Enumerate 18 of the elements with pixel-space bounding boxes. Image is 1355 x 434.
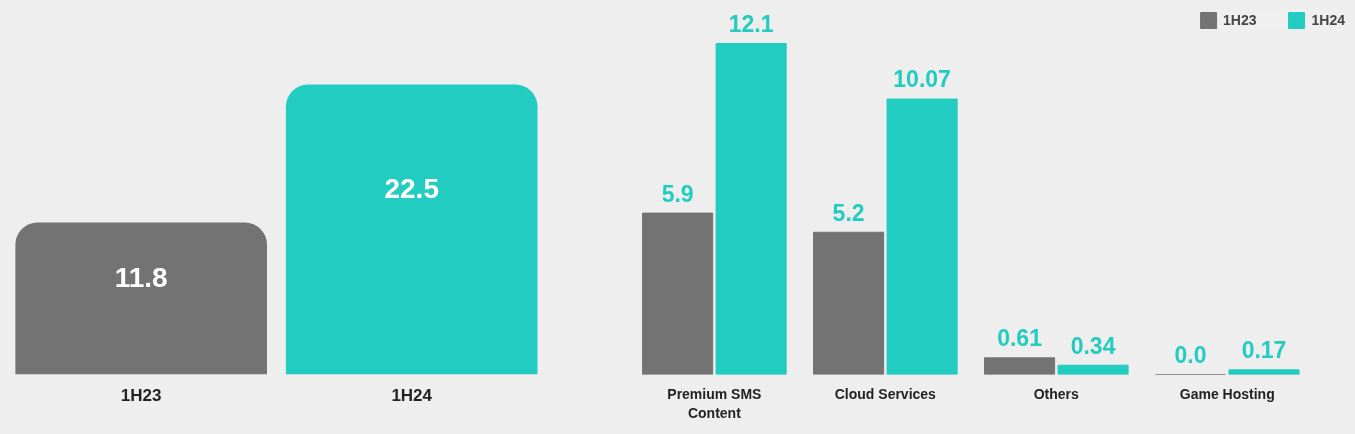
data-label: 0.34: [1070, 332, 1116, 359]
data-label: 0.61: [997, 325, 1043, 352]
data-label: 0.17: [1241, 337, 1287, 364]
data-label: 11.8: [114, 261, 168, 293]
data-label: 0.0: [1174, 341, 1207, 368]
data-label: 10.07: [893, 66, 951, 93]
x-tick-label: Cloud Services: [834, 385, 937, 402]
legend-label: 1H23: [1223, 12, 1257, 28]
x-tick-label: 1H23: [120, 385, 162, 405]
x-tick-label: Game Hosting: [1179, 385, 1275, 402]
x-tick-label: 1H24: [391, 385, 433, 405]
data-label: 5.9: [661, 180, 694, 207]
legend-label: 1H24: [1311, 12, 1345, 28]
data-label: 12.1: [728, 10, 774, 37]
data-label: 5.2: [832, 199, 865, 226]
x-tick-label: Others: [1033, 385, 1080, 402]
data-label: 22.5: [384, 173, 439, 205]
x-tick-label: Premium SMS Content: [667, 385, 762, 421]
